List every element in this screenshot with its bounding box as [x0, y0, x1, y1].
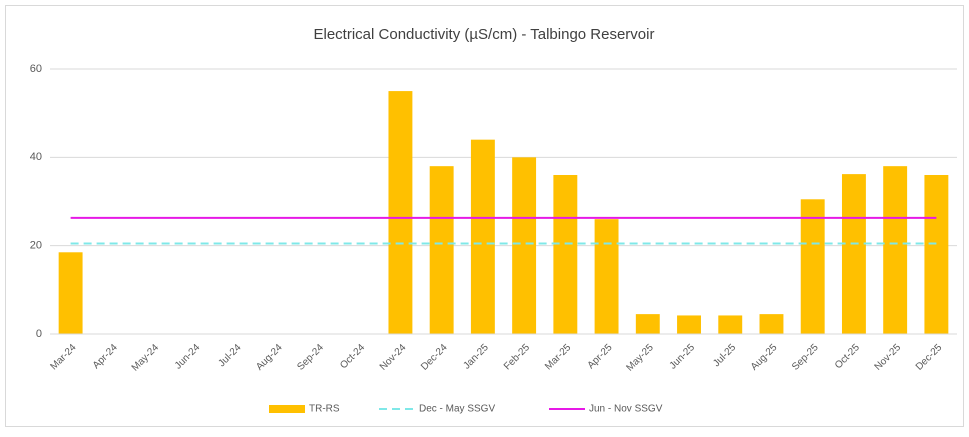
bar: [841, 174, 866, 334]
bar: [677, 315, 701, 334]
bar: [883, 166, 908, 334]
legend-label: TR-RS: [309, 404, 340, 415]
y-tick-label: 60: [30, 63, 42, 75]
legend-label: Jun - Nov SSGV: [589, 404, 663, 415]
bar: [429, 166, 454, 334]
y-tick-label: 20: [30, 240, 42, 252]
bar: [759, 314, 784, 334]
bar: [553, 175, 578, 334]
bar: [635, 314, 660, 334]
bar: [58, 252, 83, 334]
bar: [924, 175, 949, 334]
bar: [800, 199, 825, 334]
legend-label: Dec - May SSGV: [419, 404, 495, 415]
y-tick-label: 0: [36, 328, 42, 340]
legend-swatch: [269, 405, 305, 413]
bar: [718, 315, 743, 334]
bar: [594, 219, 619, 334]
bar: [470, 139, 495, 334]
y-tick-label: 40: [30, 151, 42, 163]
bar: [512, 157, 537, 334]
bar: [388, 91, 413, 334]
chart-title: Electrical Conductivity (µS/cm) - Talbin…: [314, 26, 655, 43]
